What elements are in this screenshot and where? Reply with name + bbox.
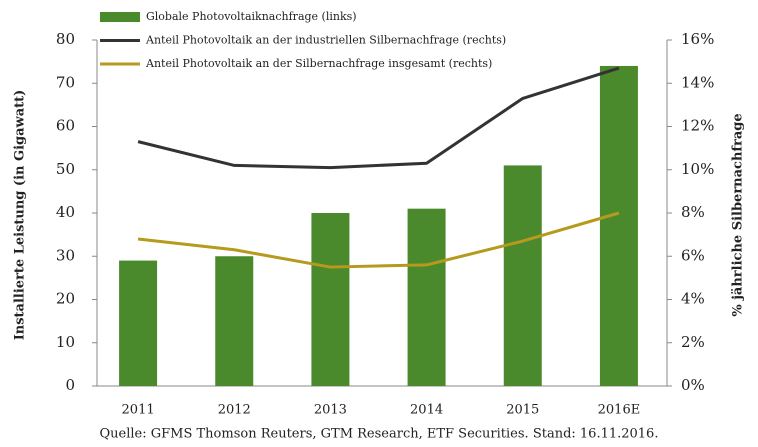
x-tick-label: 2016E bbox=[598, 403, 641, 418]
x-tick-label: 2012 bbox=[218, 403, 251, 418]
legend-swatch bbox=[100, 12, 140, 22]
bar bbox=[407, 208, 446, 386]
y-tick-label: 30 bbox=[56, 246, 75, 264]
bar bbox=[503, 165, 542, 386]
line bbox=[137, 66, 620, 170]
y-tick-label: 20 bbox=[56, 290, 75, 308]
legend-label: Globale Photovoltaiknachfrage (links) bbox=[146, 10, 357, 23]
y-tick-label: 70 bbox=[56, 73, 75, 91]
x-tick-label: 2013 bbox=[314, 403, 347, 418]
line bbox=[137, 211, 620, 269]
y2-axis-label: % jährliche Silbernachfrage bbox=[731, 113, 746, 316]
legend-label: Anteil Photovoltaik an der Silbernachfra… bbox=[145, 57, 492, 70]
y-axis-label: Installierte Leistung (in Gigawatt) bbox=[13, 90, 28, 341]
y2-tick-label: 2% bbox=[681, 333, 705, 351]
x-tick-label: 2014 bbox=[410, 403, 443, 418]
y2-tick-label: 14% bbox=[681, 73, 714, 91]
y2-tick-label: 8% bbox=[681, 203, 705, 221]
y2-tick-label: 10% bbox=[681, 160, 714, 178]
y2-tick-label: 4% bbox=[681, 290, 705, 308]
y2-tick-label: 0% bbox=[681, 376, 705, 394]
y2-tick-label: 12% bbox=[681, 117, 714, 135]
y-tick-label: 0 bbox=[65, 376, 75, 394]
y-tick-label: 60 bbox=[56, 117, 75, 135]
y-tick-label: 40 bbox=[56, 203, 75, 221]
bar bbox=[311, 213, 350, 386]
bar bbox=[599, 65, 638, 386]
bar bbox=[119, 260, 158, 386]
y-tick-label: 80 bbox=[56, 30, 75, 48]
legend-label: Anteil Photovoltaik an der industriellen… bbox=[145, 34, 506, 47]
y2-tick-label: 16% bbox=[681, 30, 714, 48]
x-tick-label: 2015 bbox=[506, 403, 539, 418]
x-tick-label: 2011 bbox=[122, 403, 155, 418]
y-tick-label: 50 bbox=[56, 160, 75, 178]
source: Quelle: GFMS Thomson Reuters, GTM Resear… bbox=[100, 427, 659, 442]
y-tick-label: 10 bbox=[56, 333, 75, 351]
y2-tick-label: 6% bbox=[681, 246, 705, 264]
bar bbox=[215, 256, 254, 386]
